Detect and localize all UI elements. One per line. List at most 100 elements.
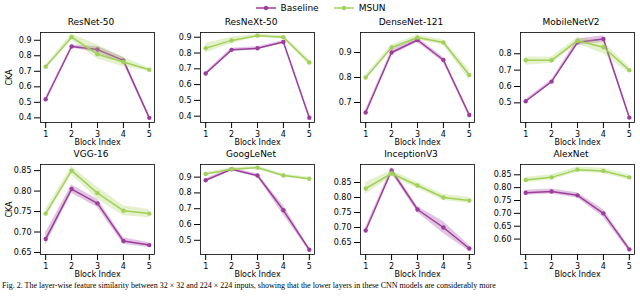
svg-text:0.85: 0.85 bbox=[494, 170, 512, 179]
svg-text:3: 3 bbox=[575, 130, 580, 140]
svg-text:0.5: 0.5 bbox=[19, 98, 32, 107]
svg-text:0.85: 0.85 bbox=[334, 178, 352, 187]
svg-text:0.8: 0.8 bbox=[19, 51, 32, 60]
html-text:GoogLeNet: GoogLeNet bbox=[226, 149, 276, 159]
svg-text:Block Index: Block Index bbox=[234, 270, 280, 279]
svg-text:0.8: 0.8 bbox=[179, 49, 192, 58]
html-text:MSUN: MSUN bbox=[358, 3, 386, 13]
svg-text:4: 4 bbox=[121, 262, 126, 271]
svg-text:0.65: 0.65 bbox=[14, 248, 32, 257]
html-text:Baseline: Baseline bbox=[280, 3, 319, 13]
svg-text:0.7: 0.7 bbox=[179, 204, 192, 213]
svg-text:0.8: 0.8 bbox=[179, 188, 192, 197]
svg-text:CKA: CKA bbox=[5, 201, 14, 218]
svg-text:3: 3 bbox=[415, 262, 420, 272]
svg-text:4: 4 bbox=[601, 130, 606, 139]
svg-text:2: 2 bbox=[389, 262, 394, 271]
svg-text:3: 3 bbox=[415, 130, 420, 140]
svg-text:0.75: 0.75 bbox=[334, 208, 352, 217]
svg-text:0.7: 0.7 bbox=[179, 64, 192, 73]
svg-text:0.75: 0.75 bbox=[14, 207, 32, 216]
svg-text:3: 3 bbox=[255, 130, 260, 140]
svg-text:5: 5 bbox=[147, 262, 152, 271]
svg-text:1: 1 bbox=[43, 130, 48, 139]
html-text:MobileNetV2: MobileNetV2 bbox=[542, 17, 600, 27]
svg-text:0.8: 0.8 bbox=[499, 49, 512, 58]
svg-text:2: 2 bbox=[69, 262, 74, 271]
svg-text:1: 1 bbox=[523, 262, 528, 271]
svg-text:0.7: 0.7 bbox=[339, 98, 352, 107]
svg-text:1: 1 bbox=[523, 130, 528, 139]
svg-text:0.60: 0.60 bbox=[494, 235, 512, 244]
svg-text:3: 3 bbox=[95, 130, 100, 140]
html-text:AlexNet: AlexNet bbox=[553, 149, 589, 159]
svg-text:0.5: 0.5 bbox=[499, 98, 512, 107]
svg-text:1: 1 bbox=[43, 262, 48, 271]
svg-text:Block Index: Block Index bbox=[554, 138, 600, 147]
svg-text:0.70: 0.70 bbox=[14, 228, 32, 237]
svg-text:0.6: 0.6 bbox=[19, 82, 32, 91]
svg-text:3: 3 bbox=[95, 262, 100, 272]
svg-text:0.75: 0.75 bbox=[494, 196, 512, 205]
svg-text:0.9: 0.9 bbox=[179, 33, 192, 42]
html-text:InceptionV3: InceptionV3 bbox=[384, 149, 438, 159]
html-text:Fig. 2. The layer-wise feature: Fig. 2. The layer-wise feature similarit… bbox=[2, 281, 496, 290]
svg-text:0.7: 0.7 bbox=[499, 66, 512, 75]
svg-text:1: 1 bbox=[203, 262, 208, 271]
svg-text:3: 3 bbox=[255, 262, 260, 272]
svg-text:0.70: 0.70 bbox=[494, 209, 512, 218]
html-text:ResNeXt-50: ResNeXt-50 bbox=[224, 17, 278, 27]
svg-text:0.5: 0.5 bbox=[179, 96, 192, 105]
svg-text:0.9: 0.9 bbox=[179, 173, 192, 182]
svg-text:4: 4 bbox=[281, 130, 286, 139]
svg-text:0.9: 0.9 bbox=[339, 48, 352, 57]
svg-text:1: 1 bbox=[363, 262, 368, 271]
svg-text:4: 4 bbox=[601, 262, 606, 271]
svg-text:Block Index: Block Index bbox=[394, 270, 440, 279]
svg-text:Block Index: Block Index bbox=[74, 270, 120, 279]
svg-text:5: 5 bbox=[627, 130, 632, 139]
svg-text:0.80: 0.80 bbox=[334, 193, 352, 202]
svg-text:2: 2 bbox=[549, 262, 554, 271]
svg-text:0.8: 0.8 bbox=[339, 73, 352, 82]
svg-text:0.65: 0.65 bbox=[494, 222, 512, 231]
svg-text:5: 5 bbox=[307, 130, 312, 139]
svg-text:0.9: 0.9 bbox=[19, 36, 32, 45]
svg-text:2: 2 bbox=[69, 130, 74, 139]
svg-text:CKA: CKA bbox=[5, 69, 14, 86]
svg-text:5: 5 bbox=[627, 262, 632, 271]
html-text:VGG-16: VGG-16 bbox=[73, 149, 109, 159]
svg-text:2: 2 bbox=[389, 130, 394, 139]
svg-text:Block Index: Block Index bbox=[74, 138, 120, 147]
svg-text:Block Index: Block Index bbox=[554, 270, 600, 279]
svg-text:1: 1 bbox=[363, 130, 368, 139]
svg-text:0.80: 0.80 bbox=[14, 187, 32, 196]
svg-text:0.80: 0.80 bbox=[494, 183, 512, 192]
svg-text:5: 5 bbox=[467, 130, 472, 139]
svg-text:0.5: 0.5 bbox=[179, 236, 192, 245]
svg-text:0.65: 0.65 bbox=[334, 238, 352, 247]
svg-text:4: 4 bbox=[441, 130, 446, 139]
html-text:DenseNet-121: DenseNet-121 bbox=[378, 17, 444, 27]
svg-text:Block Index: Block Index bbox=[234, 138, 280, 147]
svg-text:0.6: 0.6 bbox=[179, 220, 192, 229]
svg-text:5: 5 bbox=[307, 262, 312, 271]
svg-text:4: 4 bbox=[121, 130, 126, 139]
svg-text:0.6: 0.6 bbox=[499, 82, 512, 91]
svg-text:2: 2 bbox=[229, 130, 234, 139]
svg-text:0.85: 0.85 bbox=[14, 166, 32, 175]
svg-text:0.6: 0.6 bbox=[179, 80, 192, 89]
svg-text:5: 5 bbox=[467, 262, 472, 271]
svg-text:0.4: 0.4 bbox=[19, 113, 32, 122]
html-text:ResNet-50: ResNet-50 bbox=[67, 17, 115, 27]
svg-text:4: 4 bbox=[441, 262, 446, 271]
svg-text:5: 5 bbox=[147, 130, 152, 139]
svg-text:2: 2 bbox=[229, 262, 234, 271]
svg-text:Block Index: Block Index bbox=[394, 138, 440, 147]
svg-text:0.7: 0.7 bbox=[19, 67, 32, 76]
svg-text:0.4: 0.4 bbox=[179, 112, 192, 121]
svg-text:2: 2 bbox=[549, 130, 554, 139]
svg-text:4: 4 bbox=[281, 262, 286, 271]
svg-text:0.70: 0.70 bbox=[334, 223, 352, 232]
svg-text:1: 1 bbox=[203, 130, 208, 139]
